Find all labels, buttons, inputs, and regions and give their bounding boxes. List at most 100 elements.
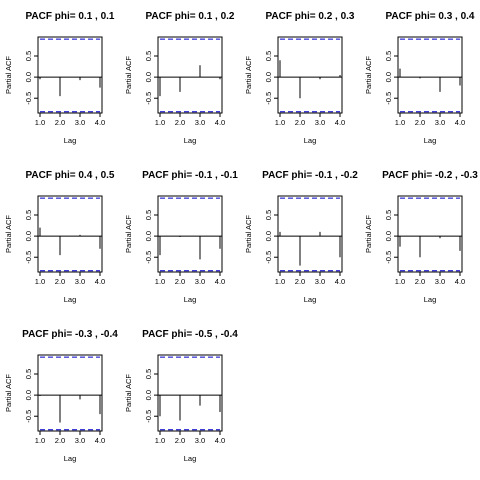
x-tick-label: 1.0 [275,277,285,286]
x-tick-label: 2.0 [55,118,65,127]
y-tick-label: -0.5 [144,92,153,105]
y-tick-label: 0.0 [264,72,273,82]
x-tick-label: 3.0 [195,118,205,127]
x-tick-label: 1.0 [395,277,405,286]
y-axis-label: Partial ACF [244,215,253,253]
x-tick-label: 2.0 [175,277,185,286]
y-axis-label: Partial ACF [4,215,13,253]
y-tick-label: -0.5 [24,410,33,423]
panel-title: PACF phi= 0.2 , 0.3 [265,11,354,22]
plot-frame [397,195,463,273]
pacf-panel: PACF phi= -0.1 , -0.2 1.0 2.0 3.0 4.0 Lag -0.5… [244,170,358,304]
y-axis-label: Partial ACF [124,215,133,253]
plot-frame [277,195,343,273]
y-axis-label: Partial ACF [244,56,253,94]
x-tick-label: 2.0 [175,436,185,445]
x-tick-label: 2.0 [295,118,305,127]
panel-title: PACF phi= -0.5 , -0.4 [142,329,238,340]
y-axis-label: Partial ACF [124,56,133,94]
y-tick-label: 0.0 [384,231,393,241]
x-tick-label: 4.0 [335,277,345,286]
x-tick-label: 4.0 [95,277,105,286]
x-tick-label: 3.0 [315,118,325,127]
y-tick-label: 0.0 [144,72,153,82]
x-tick-label: 3.0 [435,118,445,127]
x-tick-label: 2.0 [55,277,65,286]
pacf-panel: PACF phi= -0.1 , -0.1 1.0 2.0 3.0 4.0 Lag -0.5… [124,170,238,304]
y-tick-label: -0.5 [264,251,273,264]
plot-frame [397,36,463,114]
y-tick-label: -0.5 [384,92,393,105]
x-tick-label: 4.0 [455,118,465,127]
x-tick-label: 1.0 [155,436,165,445]
y-tick-label: 0.5 [24,210,33,220]
y-tick-label: 0.0 [24,231,33,241]
x-tick-label: 2.0 [175,118,185,127]
pacf-panel: PACF phi= 0.2 , 0.3 1.0 2.0 3.0 4.0 Lag -0.5 0.… [244,11,355,145]
x-tick-label: 4.0 [215,436,225,445]
x-tick-label: 3.0 [315,277,325,286]
plot-frame [277,36,343,114]
x-tick-label: 1.0 [155,118,165,127]
x-axis-label: Lag [64,454,77,463]
pacf-panel: PACF phi= 0.3 , 0.4 1.0 2.0 3.0 4.0 Lag -0.5 0.… [364,11,475,145]
y-tick-label: -0.5 [384,251,393,264]
x-tick-label: 3.0 [195,277,205,286]
y-tick-label: 0.5 [24,369,33,379]
pacf-panel: PACF phi= -0.2 , -0.3 1.0 2.0 3.0 4.0 Lag -0.5… [364,170,478,304]
plot-frame [157,36,223,114]
y-tick-label: 0.5 [264,51,273,61]
x-tick-label: 3.0 [75,436,85,445]
y-tick-label: 0.5 [144,51,153,61]
x-tick-label: 1.0 [35,277,45,286]
plot-frame [157,354,223,432]
panel-title: PACF phi= -0.1 , -0.1 [142,170,238,181]
x-tick-label: 4.0 [215,118,225,127]
panel-title: PACF phi= 0.1 , 0.2 [145,11,234,22]
x-axis-label: Lag [184,454,197,463]
x-axis-label: Lag [184,136,197,145]
panel-title: PACF phi= -0.1 , -0.2 [262,170,358,181]
pacf-panel: PACF phi= -0.5 , -0.4 1.0 2.0 3.0 4.0 Lag -0.5… [124,329,238,463]
x-axis-label: Lag [304,295,317,304]
y-tick-label: -0.5 [144,410,153,423]
panel-title: PACF phi= -0.2 , -0.3 [382,170,478,181]
x-tick-label: 4.0 [95,118,105,127]
panel-title: PACF phi= 0.3 , 0.4 [385,11,474,22]
y-tick-label: 0.0 [24,72,33,82]
pacf-panel: PACF phi= 0.4 , 0.5 1.0 2.0 3.0 4.0 Lag -0.5 0.… [4,170,115,304]
x-axis-label: Lag [424,136,437,145]
plot-frame [37,195,103,273]
x-tick-label: 3.0 [195,436,205,445]
y-tick-label: -0.5 [24,251,33,264]
panel-title: PACF phi= 0.1 , 0.1 [25,11,114,22]
x-tick-label: 3.0 [75,277,85,286]
y-tick-label: 0.0 [384,72,393,82]
y-tick-label: -0.5 [264,92,273,105]
y-tick-label: -0.5 [144,251,153,264]
x-tick-label: 1.0 [155,277,165,286]
y-tick-label: 0.0 [24,390,33,400]
y-tick-label: 0.5 [24,51,33,61]
x-axis-label: Lag [64,136,77,145]
x-tick-label: 1.0 [35,118,45,127]
pacf-panel: PACF phi= -0.3 , -0.4 1.0 2.0 3.0 4.0 Lag -0.5… [4,329,118,463]
x-tick-label: 1.0 [275,118,285,127]
y-tick-label: 0.0 [264,231,273,241]
x-tick-label: 1.0 [35,436,45,445]
panel-title: PACF phi= 0.4 , 0.5 [25,170,114,181]
y-tick-label: 0.5 [144,210,153,220]
plot-frame [157,195,223,273]
x-tick-label: 4.0 [455,277,465,286]
x-tick-label: 3.0 [75,118,85,127]
y-axis-label: Partial ACF [4,56,13,94]
panel-title: PACF phi= -0.3 , -0.4 [22,329,118,340]
y-axis-label: Partial ACF [124,374,133,412]
x-tick-label: 2.0 [295,277,305,286]
pacf-panel: PACF phi= 0.1 , 0.1 1.0 2.0 3.0 4.0 Lag -0.5 0.… [4,11,115,145]
y-tick-label: 0.5 [264,210,273,220]
x-tick-label: 1.0 [395,118,405,127]
x-axis-label: Lag [424,295,437,304]
x-tick-label: 2.0 [415,118,425,127]
